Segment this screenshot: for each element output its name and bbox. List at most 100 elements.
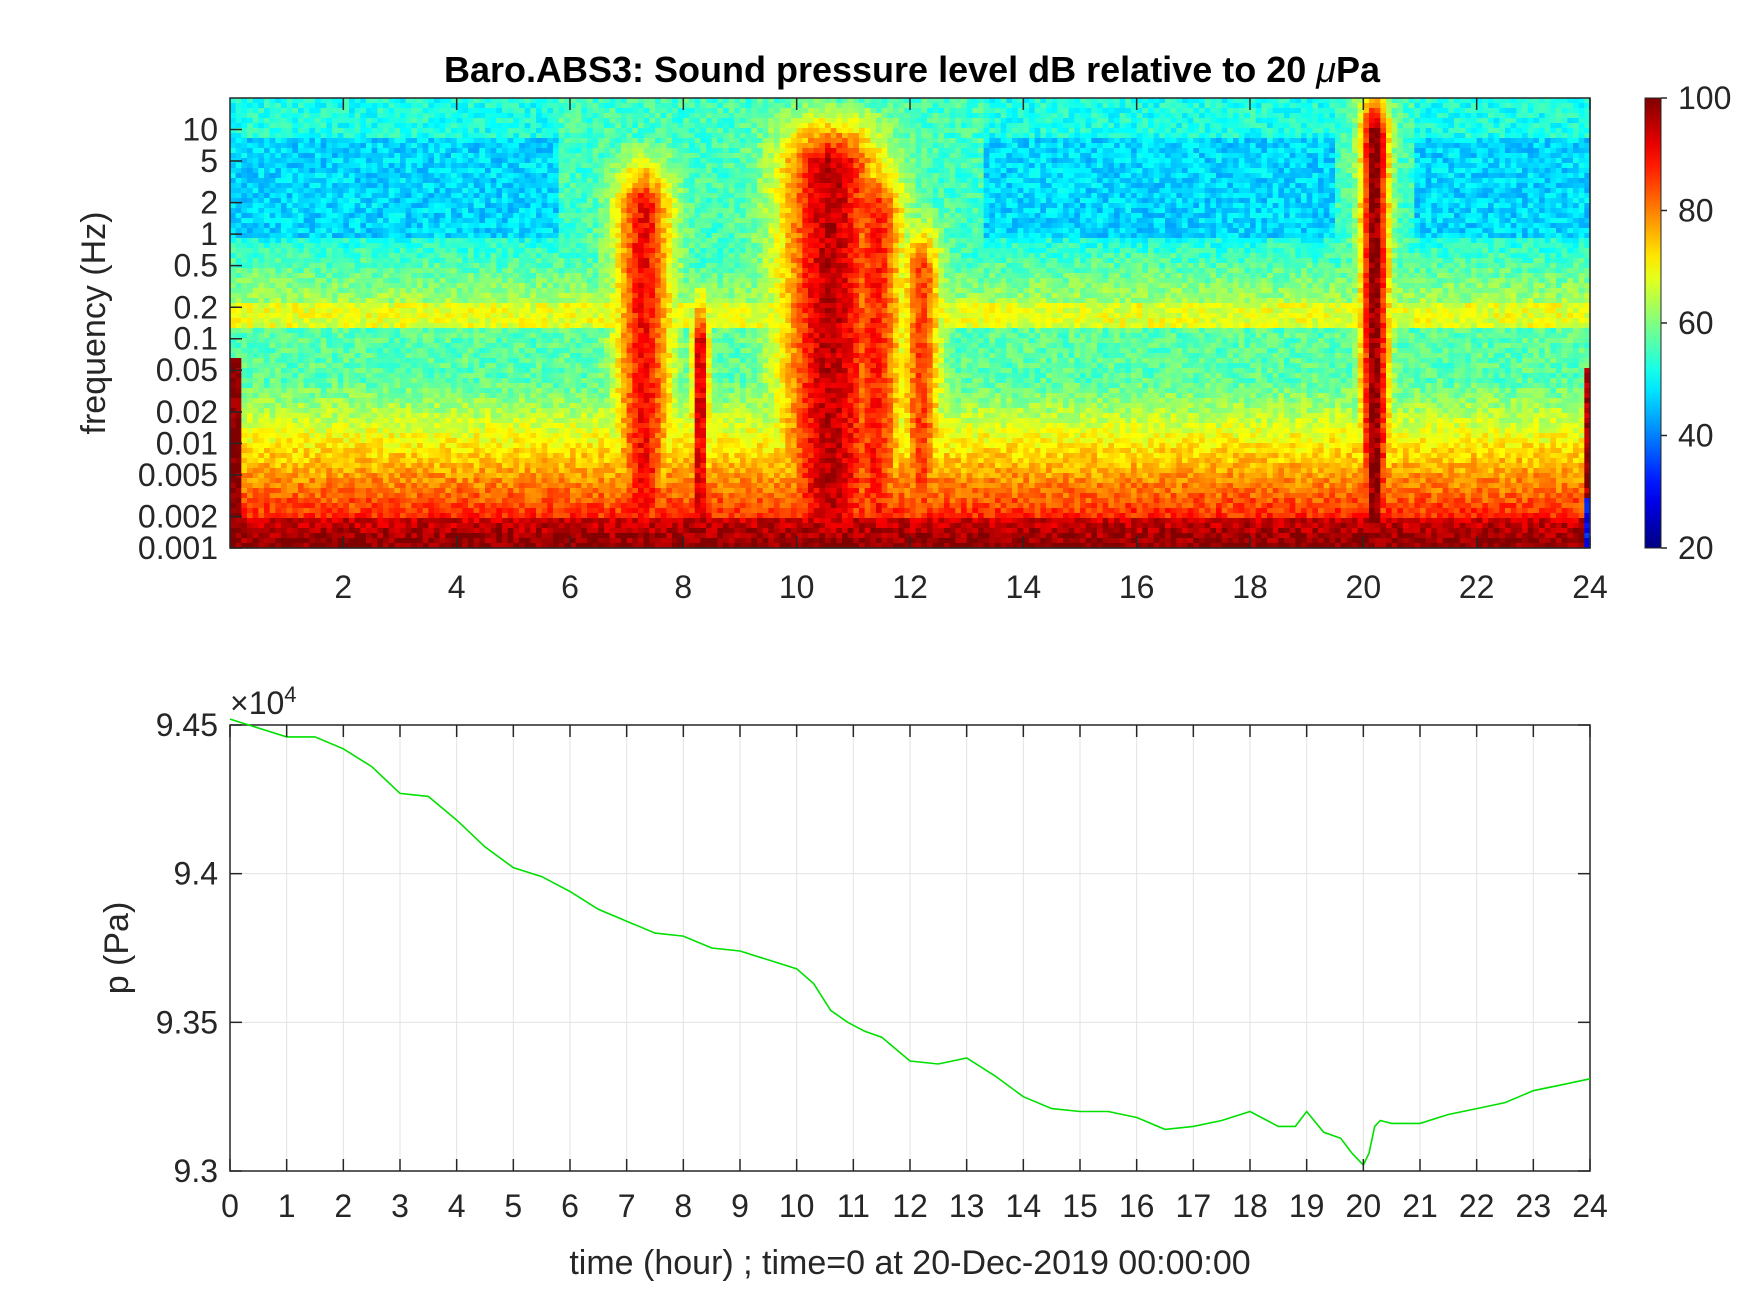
heatmap-cell bbox=[836, 108, 843, 114]
heatmap-cell bbox=[1414, 178, 1421, 184]
heatmap-cell bbox=[360, 103, 367, 109]
heatmap-cell bbox=[422, 198, 429, 204]
heatmap-cell bbox=[377, 188, 384, 194]
heatmap-cell bbox=[1584, 193, 1591, 199]
heatmap-cell bbox=[1204, 128, 1211, 134]
heatmap-cell bbox=[1522, 148, 1529, 154]
heatmap-cell bbox=[258, 158, 265, 164]
heatmap-cell bbox=[966, 168, 973, 174]
heatmap-cell bbox=[241, 178, 248, 184]
heatmap-cell bbox=[1063, 148, 1070, 154]
heatmap-cell bbox=[502, 138, 509, 144]
heatmap-cell bbox=[485, 193, 492, 199]
heatmap-cell bbox=[1346, 183, 1353, 189]
heatmap-cell bbox=[428, 178, 435, 184]
heatmap-cell bbox=[1182, 138, 1189, 144]
heatmap-cell bbox=[1006, 128, 1013, 134]
heatmap-cell bbox=[1074, 193, 1081, 199]
heatmap-cell bbox=[655, 158, 662, 164]
heatmap-cell bbox=[445, 143, 452, 149]
heatmap-cell bbox=[354, 118, 361, 124]
heatmap-cell bbox=[349, 173, 356, 179]
heatmap-cell bbox=[683, 123, 690, 129]
heatmap-cell bbox=[711, 198, 718, 204]
heatmap-cell bbox=[434, 158, 441, 164]
heatmap-cell bbox=[1034, 138, 1041, 144]
heatmap-cell bbox=[377, 148, 384, 154]
heatmap-cell bbox=[332, 143, 339, 149]
heatmap-cell bbox=[774, 128, 781, 134]
heatmap-cell bbox=[292, 123, 299, 129]
heatmap-cell bbox=[711, 193, 718, 199]
heatmap-cell bbox=[762, 198, 769, 204]
heatmap-cell bbox=[745, 183, 752, 189]
heatmap-cell bbox=[1516, 143, 1523, 149]
heatmap-cell bbox=[264, 193, 271, 199]
heatmap-cell bbox=[791, 138, 798, 144]
heatmap-cell bbox=[1097, 158, 1104, 164]
heatmap-cell bbox=[473, 173, 480, 179]
heatmap-cell bbox=[326, 183, 333, 189]
heatmap-cell bbox=[989, 183, 996, 189]
heatmap-cell bbox=[1255, 118, 1262, 124]
heatmap-cell bbox=[1471, 193, 1478, 199]
heatmap-cell bbox=[343, 173, 350, 179]
heatmap-cell bbox=[1284, 163, 1291, 169]
heatmap-cell bbox=[1567, 163, 1574, 169]
heatmap-cell bbox=[394, 158, 401, 164]
heatmap-cell bbox=[1363, 108, 1370, 114]
heatmap-cell bbox=[1250, 98, 1257, 104]
heatmap-cell bbox=[558, 198, 565, 204]
heatmap-cell bbox=[1578, 153, 1585, 159]
heatmap-cell bbox=[371, 178, 378, 184]
heatmap-cell bbox=[711, 138, 718, 144]
heatmap-cell bbox=[275, 153, 282, 159]
heatmap-cell bbox=[1233, 123, 1240, 129]
heatmap-cell bbox=[258, 103, 265, 109]
heatmap-cell bbox=[723, 173, 730, 179]
heatmap-cell bbox=[462, 103, 469, 109]
heatmap-cell bbox=[1261, 168, 1268, 174]
heatmap-cell bbox=[1301, 113, 1308, 119]
heatmap-cell bbox=[643, 168, 650, 174]
heatmap-cell bbox=[1556, 178, 1563, 184]
heatmap-cell bbox=[1397, 193, 1404, 199]
heatmap-cell bbox=[1204, 138, 1211, 144]
heatmap-cell bbox=[660, 103, 667, 109]
heatmap-cell bbox=[383, 183, 390, 189]
heatmap-cell bbox=[1091, 113, 1098, 119]
heatmap-cell bbox=[864, 123, 871, 129]
heatmap-cell bbox=[757, 178, 764, 184]
heatmap-cell bbox=[1091, 178, 1098, 184]
heatmap-cell bbox=[643, 153, 650, 159]
heatmap-cell bbox=[1221, 118, 1228, 124]
heatmap-cell bbox=[1165, 168, 1172, 174]
heatmap-cell bbox=[1391, 193, 1398, 199]
heatmap-cell bbox=[411, 128, 418, 134]
heatmap-cell bbox=[1227, 148, 1234, 154]
heatmap-cell bbox=[1255, 178, 1262, 184]
heatmap-cell bbox=[978, 108, 985, 114]
heatmap-cell bbox=[1119, 168, 1126, 174]
heatmap-cell bbox=[1199, 168, 1206, 174]
heatmap-cell bbox=[938, 113, 945, 119]
heatmap-cell bbox=[1091, 198, 1098, 204]
heatmap-cell bbox=[1267, 108, 1274, 114]
heatmap-cell bbox=[1153, 188, 1160, 194]
heatmap-cell bbox=[1114, 138, 1121, 144]
heatmap-cell bbox=[836, 183, 843, 189]
heatmap-cell bbox=[468, 163, 475, 169]
heatmap-cell bbox=[592, 168, 599, 174]
heatmap-cell bbox=[910, 128, 917, 134]
heatmap-cell bbox=[700, 158, 707, 164]
heatmap-cell bbox=[1335, 198, 1342, 204]
heatmap-cell bbox=[1476, 178, 1483, 184]
heatmap-cell bbox=[978, 113, 985, 119]
heatmap-cell bbox=[938, 193, 945, 199]
heatmap-cell bbox=[1278, 108, 1285, 114]
heatmap-cell bbox=[405, 108, 412, 114]
heatmap-cell bbox=[1505, 138, 1512, 144]
heatmap-cell bbox=[921, 133, 928, 139]
heatmap-cell bbox=[462, 148, 469, 154]
heatmap-cell bbox=[1493, 103, 1500, 109]
